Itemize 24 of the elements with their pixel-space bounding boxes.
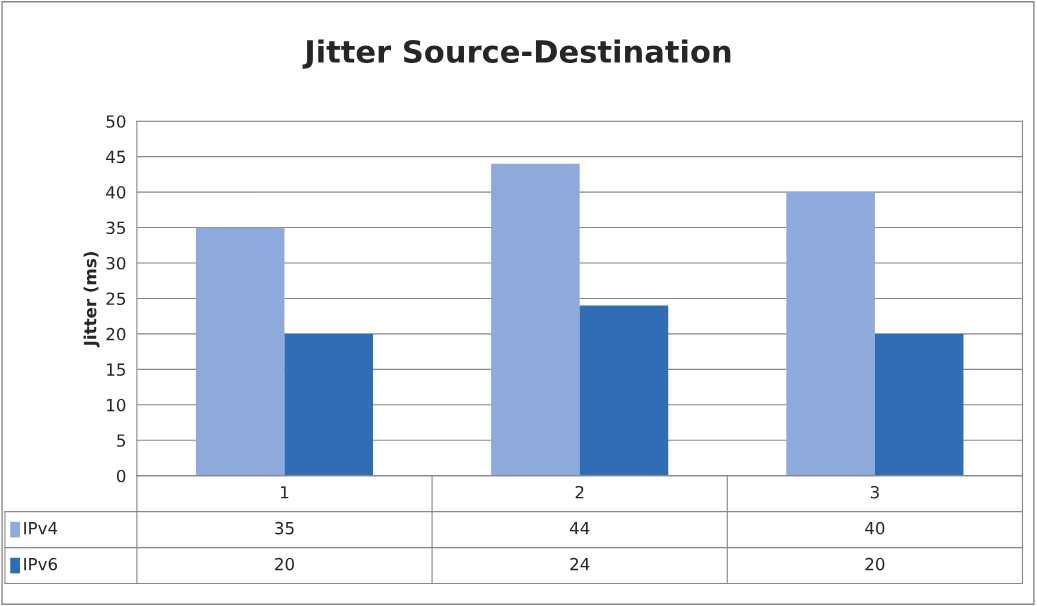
legend-label: IPv4: [24, 522, 58, 535]
data-label: 35: [275, 521, 294, 535]
legend-label: IPv6: [24, 557, 58, 571]
data-label: 40: [865, 521, 885, 535]
data-label: 24: [570, 557, 590, 571]
y-tick-label: 35: [106, 221, 126, 235]
x-tick-label: 3: [870, 485, 879, 499]
chart-title: Jitter Source-Destination: [302, 39, 731, 69]
data-label: 20: [865, 557, 885, 571]
y-axis-title: Jitter (ms): [83, 252, 100, 348]
y-tick-label: 25: [106, 292, 126, 306]
y-tick-label: 45: [106, 150, 126, 164]
y-tick-label: 50: [106, 115, 126, 128]
y-tick-label: 20: [106, 327, 126, 341]
data-label: 44: [569, 522, 590, 535]
y-tick-label: 40: [106, 186, 126, 199]
x-tick-label: 1: [281, 486, 289, 499]
y-tick-label: 10: [107, 398, 126, 412]
data-label: 20: [275, 557, 294, 571]
x-tick-label: 2: [575, 485, 584, 499]
y-tick-label: 30: [106, 256, 126, 270]
y-tick-label: 15: [107, 363, 126, 376]
y-tick-label: 5: [117, 434, 126, 447]
y-tick-label: 0: [116, 469, 126, 483]
